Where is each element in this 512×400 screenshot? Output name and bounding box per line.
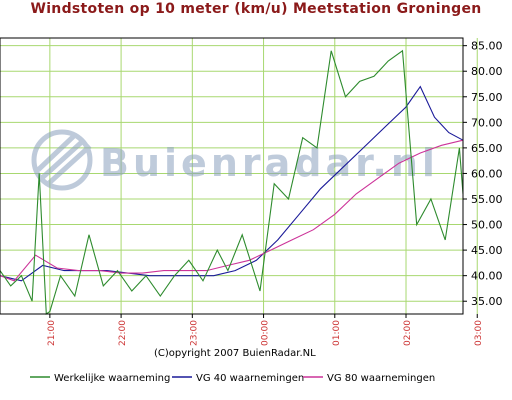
x-tick-label: 23:00: [189, 320, 199, 346]
series-layer: [0, 49, 464, 316]
x-tick-label: 03:00: [474, 320, 484, 346]
x-tick-label: 02:00: [403, 320, 413, 346]
y-tick-label: 70.00: [471, 116, 503, 129]
x-axis-ticks: 21:0022:0023:0000:0001:0002:0003:0004:00…: [47, 314, 484, 346]
y-tick-label: 35.00: [471, 295, 503, 308]
legend-label: Werkelijke waarneming: [54, 373, 170, 384]
watermark-text: Buienradar.nl: [100, 141, 439, 185]
y-tick-label: 60.00: [471, 167, 503, 180]
x-tick-label: 22:00: [118, 320, 128, 346]
y-tick-label: 80.00: [471, 65, 503, 78]
legend-label: VG 80 waarnemingen: [327, 373, 435, 384]
series-line-0: [0, 49, 464, 316]
chart-title: Windstoten op 10 meter (km/u) Meetstatio…: [30, 1, 482, 17]
copyright-text: (C)opyright 2007 BuienRadar.NL: [154, 348, 316, 359]
y-tick-label: 50.00: [471, 219, 503, 232]
grid-layer: [0, 38, 478, 314]
watermark-logo-icon: [31, 129, 93, 191]
legend: Werkelijke waarneming VG 40 waarnemingen V…: [30, 373, 435, 384]
watermark: Buienradar.nl: [31, 129, 439, 191]
series-line-2: [0, 139, 464, 282]
y-tick-label: 65.00: [471, 142, 503, 155]
plot-frame: [0, 37, 464, 315]
y-tick-label: 55.00: [471, 193, 503, 206]
legend-label: VG 40 waarnemingen: [196, 373, 304, 384]
x-tick-label: 00:00: [261, 320, 271, 346]
x-tick-label: 01:00: [332, 320, 342, 346]
y-axis-ticks: 35.00 40.00 45.00 50.00 55.00 60.00 65.00 70.00…: [463, 40, 503, 308]
y-tick-label: 85.00: [471, 40, 503, 53]
y-tick-label: 40.00: [471, 270, 503, 283]
x-tick-label: 21:00: [47, 320, 57, 346]
y-tick-label: 45.00: [471, 244, 503, 257]
y-tick-label: 75.00: [471, 91, 503, 104]
